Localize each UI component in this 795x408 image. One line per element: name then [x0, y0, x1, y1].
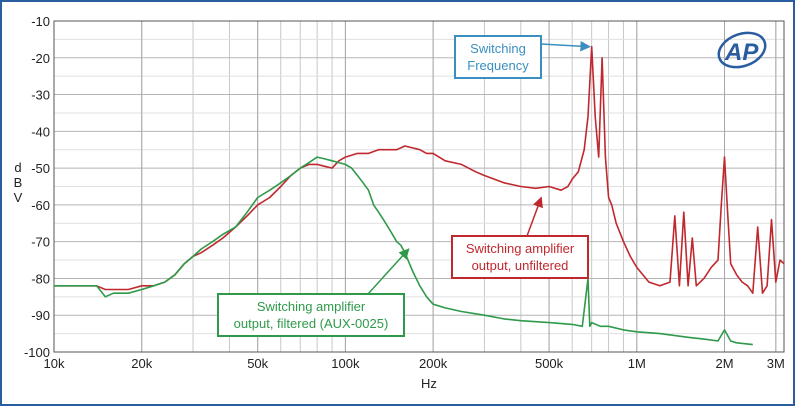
annotation-box: [217, 293, 405, 337]
annotation-text: Switching amplifier: [466, 241, 575, 256]
annotation-text: Switching amplifier: [257, 299, 366, 314]
x-tick-label: 10k: [44, 356, 65, 371]
annotation-text: output, unfiltered: [472, 258, 569, 273]
y-tick-label: -50: [31, 161, 50, 176]
x-axis-label: Hz: [421, 376, 437, 391]
x-tick-label: 2M: [715, 356, 733, 371]
annotation-text: output, filtered (AUX-0025): [234, 316, 389, 331]
annotation-box: [451, 235, 589, 279]
y-tick-label: -10: [31, 14, 50, 29]
y-tick-label: -20: [31, 51, 50, 66]
annotations: Switching Frequency Switching amplifier out…: [217, 35, 591, 337]
x-tick-label: 200k: [419, 356, 448, 371]
y-tick-label: -80: [31, 271, 50, 286]
logo-swoosh: [717, 31, 767, 69]
annotation-box: [454, 35, 542, 79]
y-tick-label: -40: [31, 124, 50, 139]
plot-border: [53, 20, 785, 353]
logo-text: AP: [724, 39, 759, 66]
x-tick-label: 1M: [628, 356, 646, 371]
series-layer: [54, 45, 785, 346]
y-tick-label: -30: [31, 88, 50, 103]
annotation-text: Frequency: [467, 58, 529, 73]
grid-lines: [53, 20, 785, 353]
y-tick-label: -100: [24, 345, 50, 360]
x-tick-label: 500k: [535, 356, 564, 371]
x-tick-label: 100k: [331, 356, 360, 371]
x-tick-label: 20k: [131, 356, 152, 371]
y-tick-label: -60: [31, 198, 50, 213]
y-tick-label: -90: [31, 308, 50, 323]
x-tick-label: 3M: [767, 356, 785, 371]
ap-logo: AP: [717, 31, 767, 69]
annotation-arrow: [540, 40, 591, 52]
series-line-2: [54, 156, 753, 346]
annotation-arrow: [526, 196, 543, 237]
x-tick-label: 50k: [247, 356, 268, 371]
annotation-arrow: [367, 248, 410, 295]
annotation-text: Switching: [470, 41, 526, 56]
y-tick-label: -70: [31, 235, 50, 250]
